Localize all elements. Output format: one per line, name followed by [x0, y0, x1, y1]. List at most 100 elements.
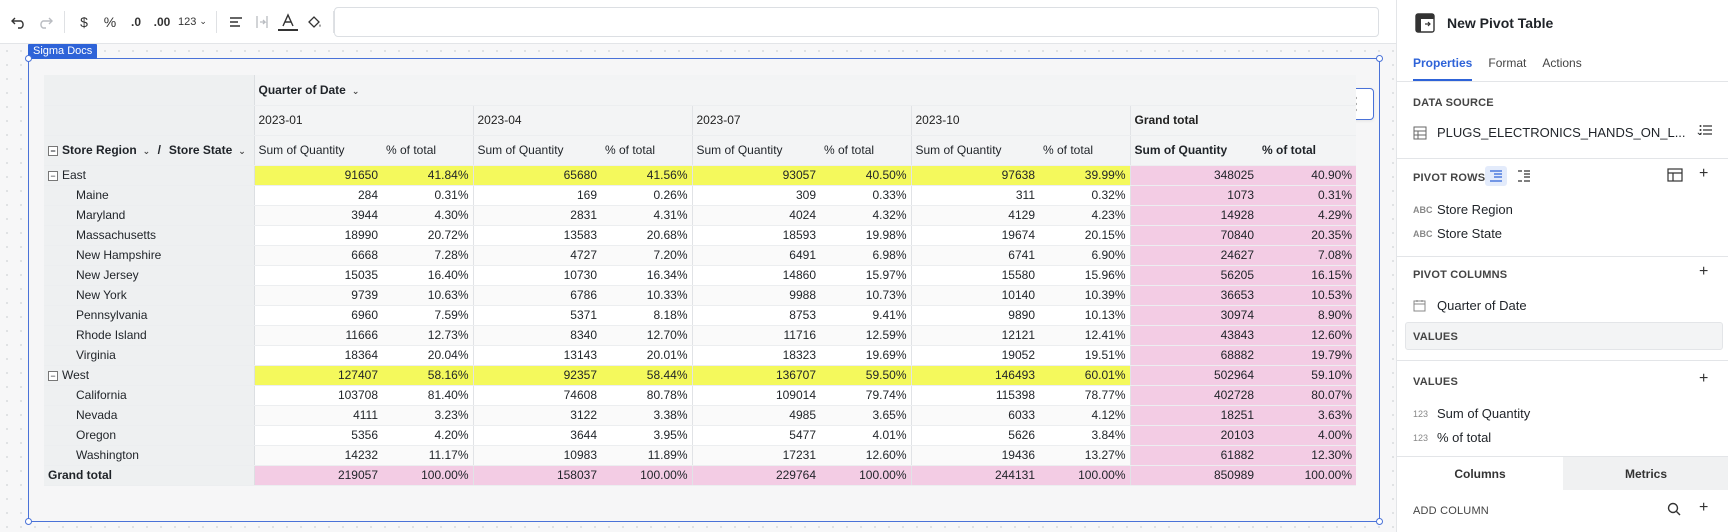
pivot-cell[interactable]: 0.31%: [1258, 185, 1356, 206]
pivot-cell[interactable]: 78.77%: [1039, 385, 1130, 406]
pivot-cell[interactable]: 15035: [254, 265, 382, 286]
state-label[interactable]: Nevada: [44, 405, 255, 426]
pivot-cell[interactable]: 850989: [1129, 465, 1258, 486]
pivot-column-item[interactable]: Quarter of Date: [1413, 298, 1527, 313]
pivot-cell[interactable]: 58.16%: [382, 365, 473, 386]
pivot-cell[interactable]: 4.00%: [1258, 425, 1356, 446]
chevron-down-icon[interactable]: ⌄: [238, 146, 246, 156]
pivot-cell[interactable]: 127407: [254, 365, 382, 386]
pivot-cell[interactable]: 12.59%: [820, 325, 911, 346]
compact-layout-icon[interactable]: [1485, 166, 1507, 186]
pivot-cell[interactable]: 9890: [910, 305, 1039, 326]
state-label[interactable]: Washington: [44, 445, 255, 466]
pivot-cell[interactable]: 9.41%: [820, 305, 911, 326]
outline-layout-icon[interactable]: [1513, 166, 1535, 186]
pivot-cell[interactable]: 12.60%: [1258, 325, 1356, 346]
pivot-cell[interactable]: 109014: [691, 385, 820, 406]
measure-header[interactable]: % of total: [1039, 135, 1130, 166]
pivot-cell[interactable]: 97638: [910, 165, 1039, 186]
state-label[interactable]: Pennsylvania: [44, 305, 255, 326]
pivot-cell[interactable]: 10.53%: [1258, 285, 1356, 306]
pivot-cell[interactable]: 6491: [691, 245, 820, 266]
pivot-cell[interactable]: 10983: [472, 445, 601, 466]
pivot-cell[interactable]: 6668: [254, 245, 382, 266]
pivot-cell[interactable]: 61882: [1129, 445, 1258, 466]
state-label[interactable]: New York: [44, 285, 255, 306]
pivot-cell[interactable]: 3.84%: [1039, 425, 1130, 446]
pivot-cell[interactable]: 39.99%: [1039, 165, 1130, 186]
pivot-cell[interactable]: 20.68%: [601, 225, 692, 246]
collapse-icon[interactable]: −: [48, 145, 58, 156]
measure-header[interactable]: % of total: [820, 135, 911, 166]
pivot-cell[interactable]: 4985: [691, 405, 820, 426]
add-pivot-column-button[interactable]: +: [1699, 263, 1709, 280]
pivot-cell[interactable]: 115398: [910, 385, 1039, 406]
pivot-cell[interactable]: 309: [691, 185, 820, 206]
panel-title[interactable]: New Pivot Table: [1447, 15, 1554, 31]
fill-color-icon[interactable]: [301, 8, 327, 36]
pivot-cell[interactable]: 100.00%: [601, 465, 692, 486]
pivot-cell[interactable]: 15.97%: [820, 265, 911, 286]
pivot-cell[interactable]: 18364: [254, 345, 382, 366]
pivot-cell[interactable]: 41.84%: [382, 165, 473, 186]
pivot-cell[interactable]: 19674: [910, 225, 1039, 246]
pivot-cell[interactable]: 70840: [1129, 225, 1258, 246]
pivot-cell[interactable]: 3.23%: [382, 405, 473, 426]
number-format-dropdown[interactable]: 123 ⌄: [175, 8, 210, 36]
pivot-cell[interactable]: 100.00%: [1258, 465, 1356, 486]
tab-properties[interactable]: Properties: [1413, 46, 1473, 81]
pivot-cell[interactable]: 10.33%: [601, 285, 692, 306]
pivot-cell[interactable]: 10.63%: [382, 285, 473, 306]
pivot-cell[interactable]: 3644: [472, 425, 601, 446]
pivot-cell[interactable]: 10.39%: [1039, 285, 1130, 306]
state-label[interactable]: Oregon: [44, 425, 255, 446]
pivot-cell[interactable]: 40.50%: [820, 165, 911, 186]
subtotals-icon[interactable]: [1667, 168, 1683, 187]
align-left-icon[interactable]: [223, 8, 249, 36]
state-label[interactable]: Massachusetts: [44, 225, 255, 246]
pivot-cell[interactable]: 4727: [472, 245, 601, 266]
pivot-cell[interactable]: 4129: [910, 205, 1039, 226]
resize-handle[interactable]: [25, 55, 32, 62]
pivot-cell[interactable]: 4111: [254, 405, 382, 426]
pivot-cell[interactable]: 80.07%: [1258, 385, 1356, 406]
pivot-cell[interactable]: 229764: [691, 465, 820, 486]
state-label[interactable]: Maine: [44, 185, 255, 206]
pivot-cell[interactable]: 311: [910, 185, 1039, 206]
pivot-cell[interactable]: 24627: [1129, 245, 1258, 266]
pivot-cell[interactable]: 18251: [1129, 405, 1258, 426]
data-source-selector[interactable]: PLUGS_ELECTRONICS_HANDS_ON_L... ⌄: [1413, 125, 1713, 140]
pivot-cell[interactable]: 13143: [472, 345, 601, 366]
pivot-cell[interactable]: 0.26%: [601, 185, 692, 206]
measure-header[interactable]: % of total: [601, 135, 692, 166]
state-label[interactable]: Virginia: [44, 345, 255, 366]
pivot-cell[interactable]: 16.40%: [382, 265, 473, 286]
chevron-down-icon[interactable]: ⌄: [351, 85, 360, 96]
measure-header[interactable]: Sum of Quantity: [472, 135, 601, 166]
pivot-row-item[interactable]: ABC Store Region: [1413, 202, 1513, 217]
pivot-cell[interactable]: 4.01%: [820, 425, 911, 446]
undo-icon[interactable]: [6, 8, 32, 36]
wrap-text-icon[interactable]: [249, 8, 275, 36]
pivot-cell[interactable]: 1073: [1129, 185, 1258, 206]
quarter-header[interactable]: 2023-07: [691, 105, 911, 136]
resize-handle[interactable]: [1376, 518, 1383, 525]
pivot-cell[interactable]: 146493: [910, 365, 1039, 386]
pivot-cell[interactable]: 244131: [910, 465, 1039, 486]
measure-header[interactable]: % of total: [382, 135, 473, 166]
quarter-header[interactable]: 2023-04: [472, 105, 692, 136]
collapse-icon[interactable]: −: [48, 370, 58, 381]
pivot-cell[interactable]: 169: [472, 185, 601, 206]
pivot-cell[interactable]: 16.15%: [1258, 265, 1356, 286]
pivot-cell[interactable]: 12.70%: [601, 325, 692, 346]
pivot-cell[interactable]: 12121: [910, 325, 1039, 346]
increase-decimal-button[interactable]: .00: [153, 14, 171, 29]
collapse-icon[interactable]: −: [48, 170, 58, 181]
pivot-cell[interactable]: 15.96%: [1039, 265, 1130, 286]
values-drop-zone[interactable]: [1405, 322, 1723, 350]
pivot-cell[interactable]: 3.38%: [601, 405, 692, 426]
pivot-cell[interactable]: 20.01%: [601, 345, 692, 366]
pivot-cell[interactable]: 16.34%: [601, 265, 692, 286]
pivot-cell[interactable]: 0.32%: [1039, 185, 1130, 206]
state-label[interactable]: Maryland: [44, 205, 255, 226]
